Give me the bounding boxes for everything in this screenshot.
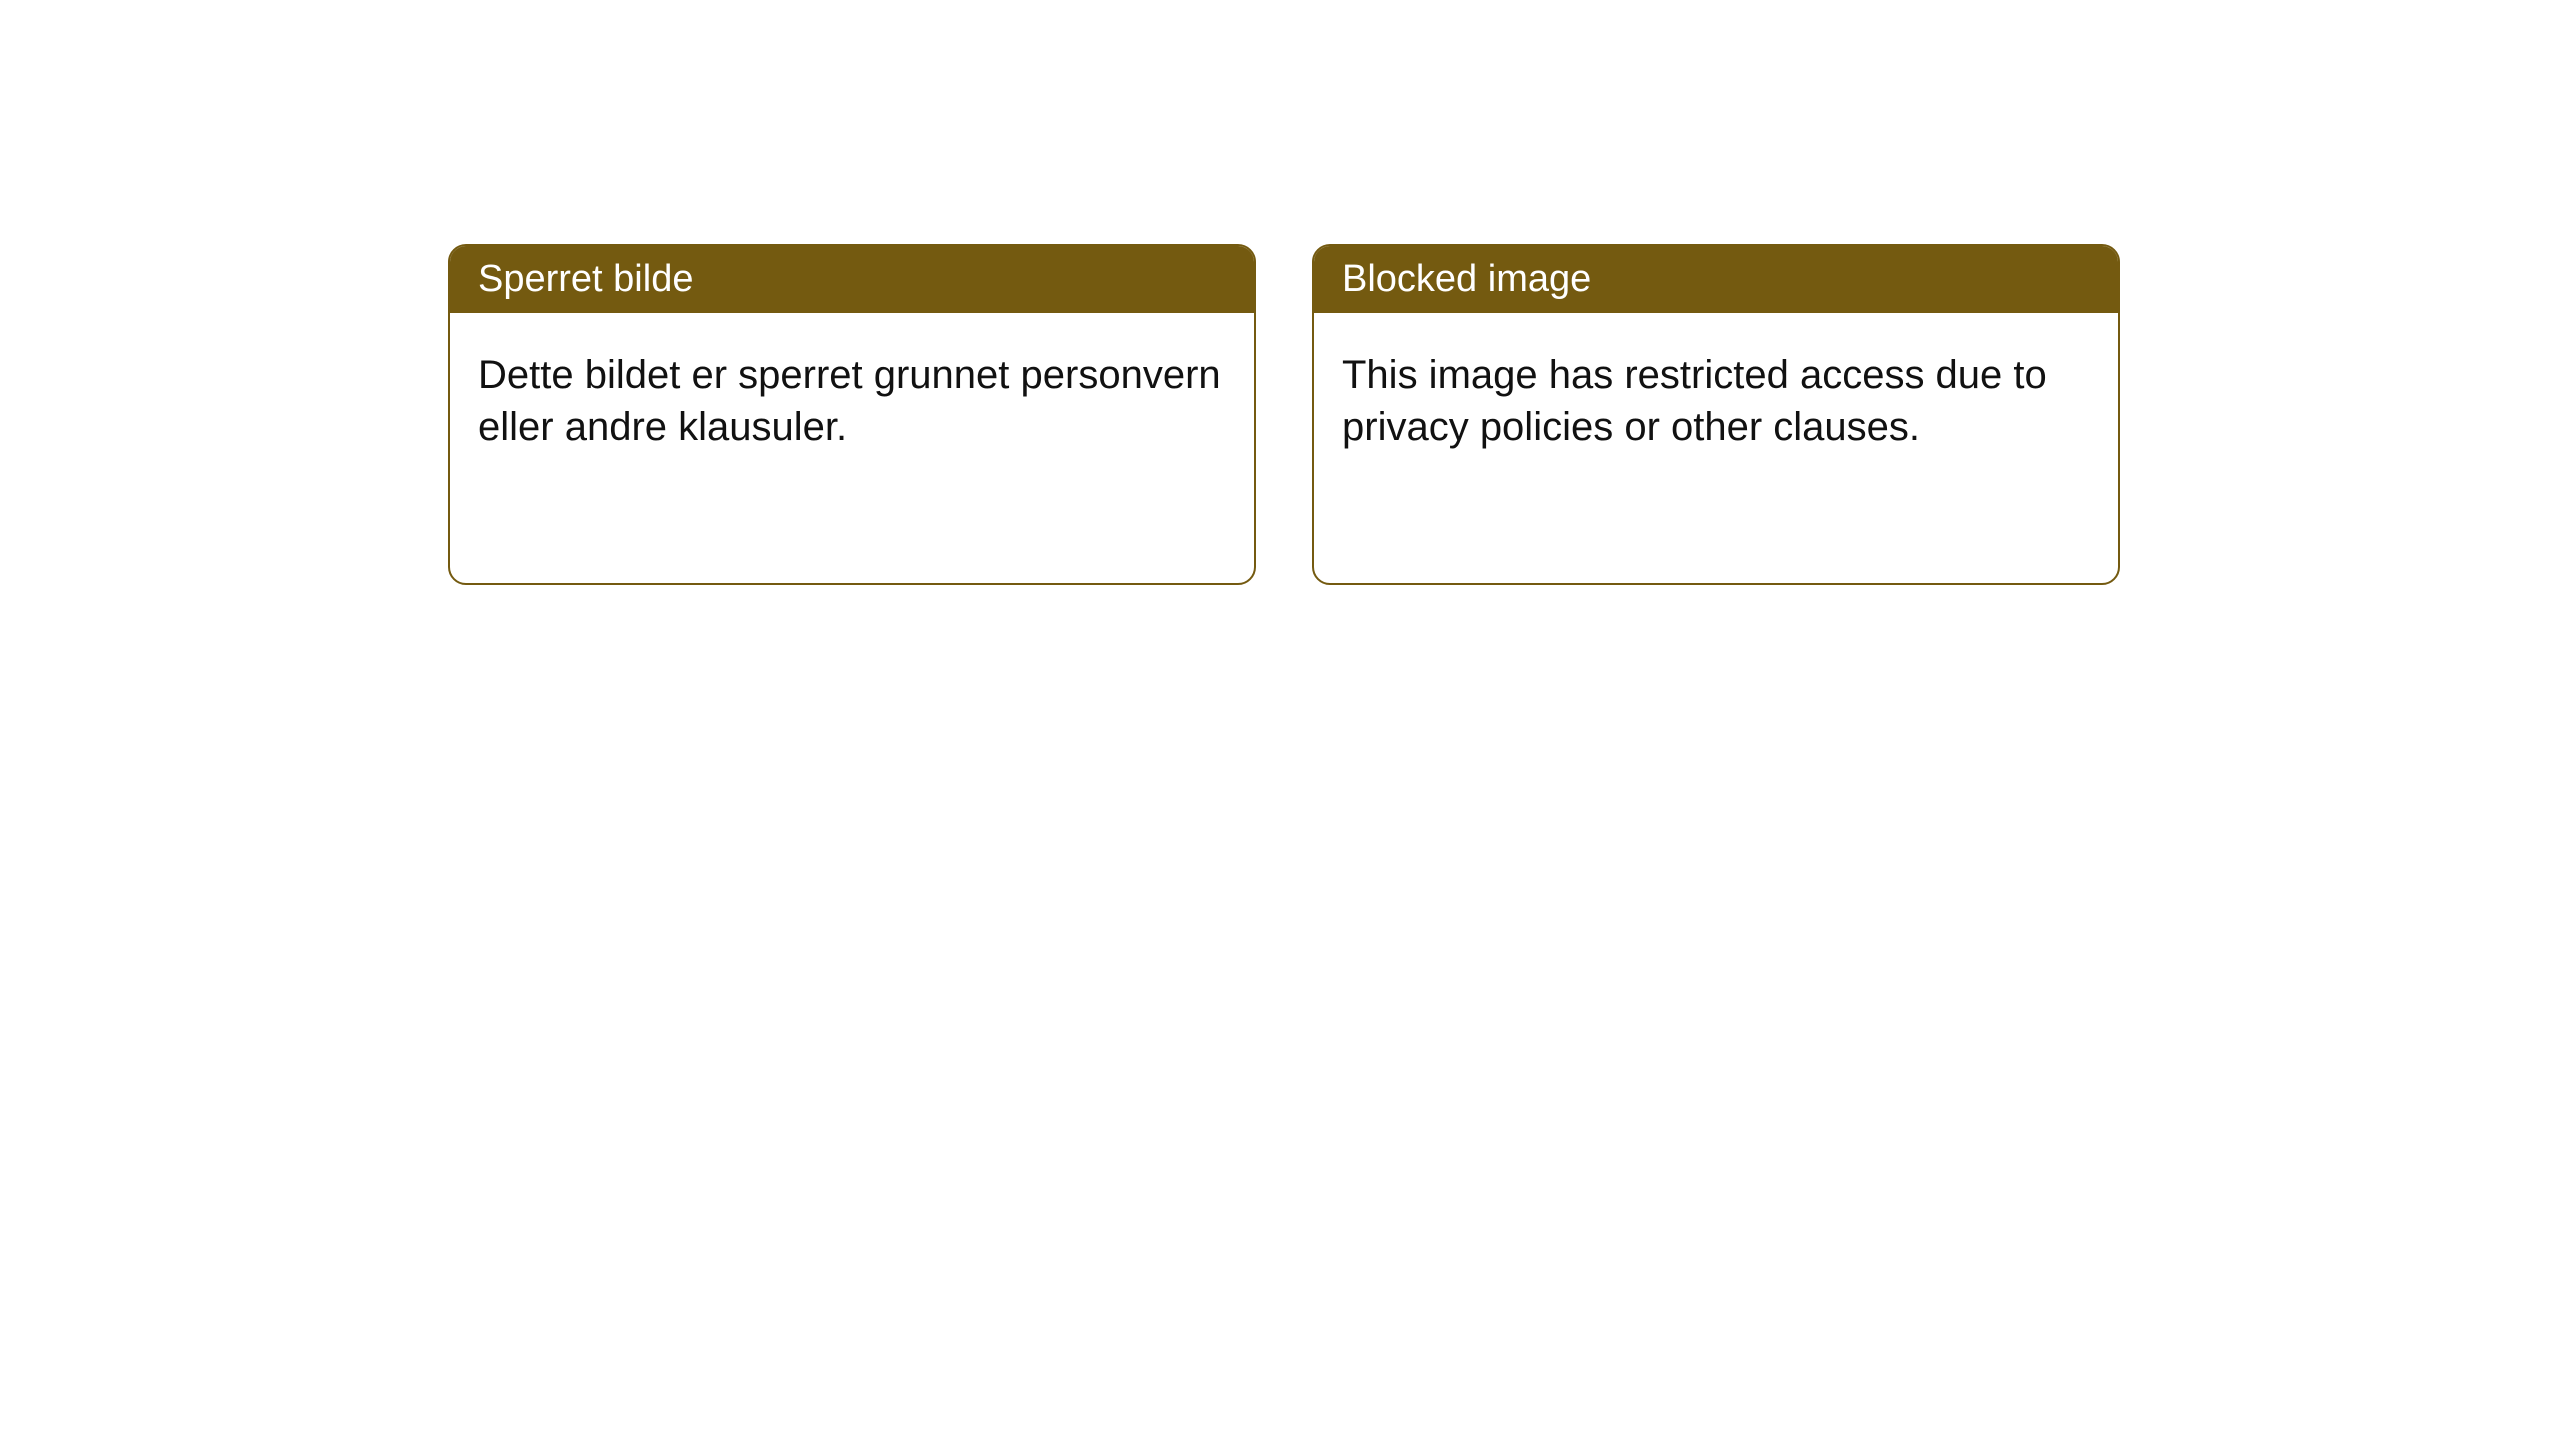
notice-title: Sperret bilde [478,258,693,300]
notice-card-norwegian: Sperret bilde Dette bildet er sperret gr… [448,244,1256,585]
notices-container: Sperret bilde Dette bildet er sperret gr… [0,0,2560,585]
notice-header: Sperret bilde [450,246,1254,313]
notice-body-text: Dette bildet er sperret grunnet personve… [478,353,1221,449]
notice-header: Blocked image [1314,246,2118,313]
notice-body: This image has restricted access due to … [1314,313,2118,583]
notice-title: Blocked image [1342,258,1591,300]
notice-body-text: This image has restricted access due to … [1342,353,2047,449]
notice-card-english: Blocked image This image has restricted … [1312,244,2120,585]
notice-body: Dette bildet er sperret grunnet personve… [450,313,1254,583]
